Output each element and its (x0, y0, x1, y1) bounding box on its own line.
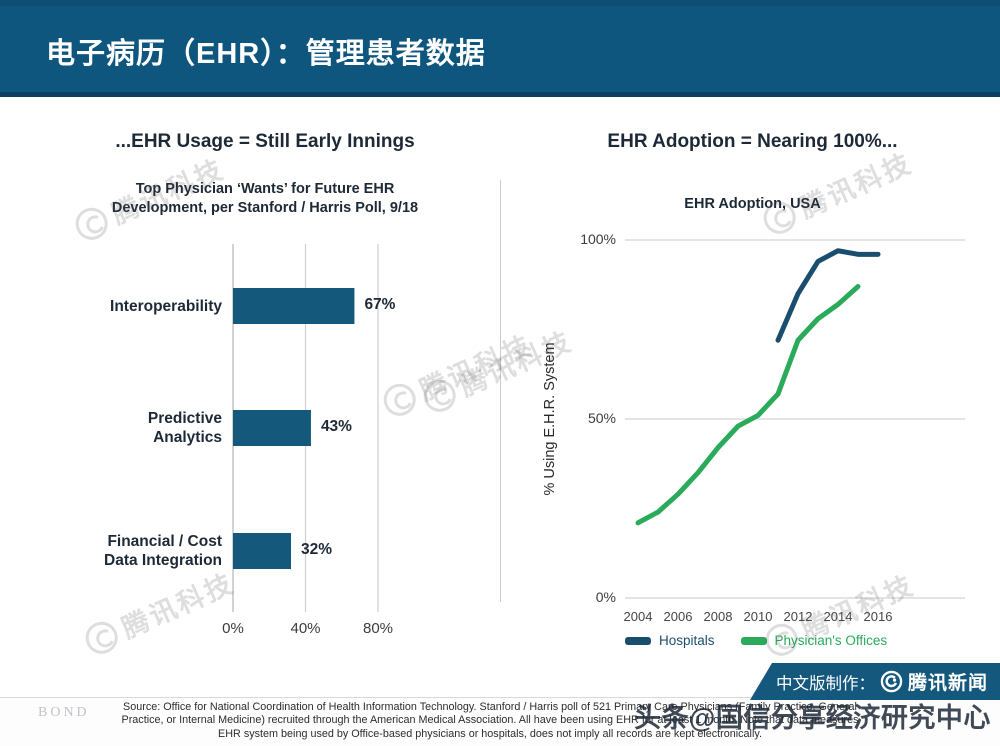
page-title: 电子病历（EHR）：管理患者数据 (46, 38, 486, 70)
x-tick-label: 2010 (743, 609, 773, 624)
tencent-news-icon (880, 670, 903, 693)
tencent-logo-icon (80, 616, 123, 659)
banner-brand: 腾讯新闻 (907, 673, 988, 694)
left-chart-title: ...EHR Usage = Still Early Innings (115, 131, 415, 152)
right-chart-title: EHR Adoption = Nearing 100%... (607, 131, 898, 152)
y-axis-label: % Using E.H.R. System (542, 342, 558, 496)
legend-label: Physician's Offices (774, 633, 888, 648)
y-tick-label: 50% (587, 410, 616, 426)
bond-logo: BOND (38, 705, 90, 720)
bar-value-label: 43% (320, 418, 352, 435)
right-chart-subtitle: EHR Adoption, USA (684, 196, 821, 212)
footer-divider-line (0, 697, 1000, 698)
x-tick-label: 40% (290, 620, 321, 637)
bar-category-label: Predictive Analytics (147, 410, 222, 446)
legend-item: Physician's Offices (740, 633, 888, 648)
section-divider (500, 180, 501, 602)
tencent-logo-icon (378, 378, 421, 421)
source-note: Source: Office for National Coordination… (105, 701, 875, 741)
tencent-logo-icon (418, 374, 461, 417)
x-tick-label: 80% (362, 620, 394, 637)
footer-strip (0, 698, 1000, 746)
tencent-tech-watermark: 腾讯科技 (79, 561, 240, 661)
toutiao-watermark: 头条@国信分享经济研究中心 (634, 703, 991, 733)
legend-item: Hospitals (625, 633, 715, 648)
header-bar: 电子病历（EHR）：管理患者数据 (0, 0, 1000, 97)
tencent-news-banner: 中文版制作： 腾讯新闻 (750, 663, 1000, 700)
legend-swatch (625, 636, 651, 645)
watermark-text: 腾讯科技 (415, 329, 538, 406)
banner-label: 中文版制作： (775, 674, 875, 693)
bar-category-label: Financial / Cost Data Integration (104, 533, 222, 569)
source-line-2: Practice, or Internal Medicine) recruite… (121, 714, 859, 727)
x-tick-label: 0% (222, 620, 244, 637)
left-chart-subtitle: Top Physician ‘Wants’ for Future EHR Dev… (30, 180, 500, 218)
left-chart-subtitle-line1: Top Physician ‘Wants’ for Future EHR (135, 181, 395, 197)
legend-label: Hospitals (659, 633, 715, 648)
bar-category-label: Interoperability (110, 297, 222, 315)
x-tick-label: 2014 (823, 609, 853, 624)
source-line-3: EHR system being used by Office-based ph… (218, 727, 762, 740)
bar-value-label: 32% (301, 541, 333, 558)
x-tick-label: 2006 (663, 609, 693, 624)
legend: Hospitals Physician's Offices (625, 633, 887, 648)
y-tick-label: 0% (595, 589, 616, 605)
y-tick-label: 100% (580, 231, 616, 247)
left-chart-subtitle-line2: Development, per Stanford / Harris Poll,… (111, 200, 419, 216)
x-tick-label: 2004 (623, 609, 653, 624)
x-tick-label: 2016 (863, 609, 893, 624)
legend-swatch (740, 636, 767, 645)
x-tick-label: 2008 (703, 609, 733, 624)
tencent-tech-watermark: 腾讯科技 (377, 323, 538, 423)
tencent-tech-watermark: 腾讯科技 (757, 141, 918, 241)
bar-value-label: 67% (364, 296, 396, 313)
source-line-1: Source: Office for National Coordination… (123, 701, 857, 713)
x-tick-label: 2012 (783, 609, 813, 624)
